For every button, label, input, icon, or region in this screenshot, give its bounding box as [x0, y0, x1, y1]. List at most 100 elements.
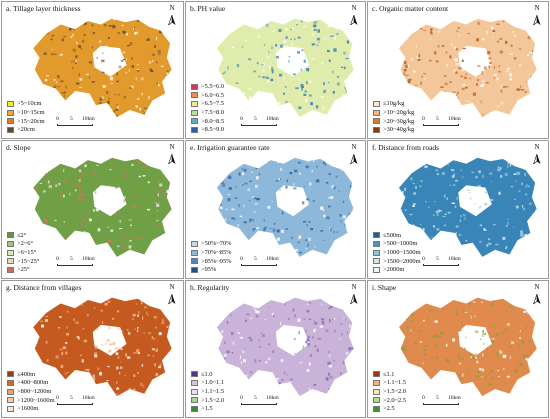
scale-bar: 0 5 10km: [240, 116, 280, 128]
region-map: [33, 18, 172, 118]
legend-item: ≤1.1: [373, 370, 406, 379]
legend-label: >70%~85%: [201, 249, 232, 257]
north-label: N: [351, 143, 357, 151]
legend-item: ≤10g/kg: [373, 100, 414, 109]
scale-line: [57, 124, 93, 126]
legend-label: ≤1.0: [201, 370, 213, 378]
legend-label: >1.0~1.1: [201, 379, 225, 387]
legend-item: >10~15cm: [7, 108, 45, 117]
north-label: N: [169, 283, 175, 291]
legend-item: >5~10cm: [7, 100, 45, 109]
north-arrow: N: [349, 5, 359, 30]
scale-line: [241, 124, 277, 126]
panel-title: h. Regularity: [190, 283, 230, 292]
legend-swatch: [191, 126, 198, 133]
map-legend: ≤500m >500~1000m >1000~1500m >1500~2000m >20…: [373, 231, 421, 274]
north-arrow: N: [167, 284, 177, 309]
legend-item: >5.5~6.0: [191, 82, 224, 91]
legend-item: >1.1~1.5: [191, 387, 224, 396]
legend-label: >2~6°: [17, 240, 34, 248]
legend-label: >800~1200m: [17, 388, 52, 396]
legend-swatch: [7, 397, 14, 404]
legend-label: >20~30g/kg: [383, 117, 415, 125]
legend-swatch: [373, 118, 380, 125]
scale-tick-label: 10km: [82, 256, 95, 262]
legend-swatch: [7, 266, 14, 273]
map-panel: b. PH value N >5.5~6.0 >6.0~6.5 >6.5~7.5 >7.5…: [185, 1, 366, 139]
legend-swatch: [373, 405, 380, 412]
region-map: [216, 157, 354, 257]
map-panel: i. Shape N ≤1.1 >1.1~1.5 >1.5~2.0 >2.0~2.5 >2.…: [367, 280, 549, 418]
legend-label: >1000~1500m: [383, 249, 421, 257]
map-legend: >50%~70% >70%~85% >85%~95% >95%: [191, 240, 232, 274]
legend-item: >1.5~2.0: [191, 396, 224, 405]
legend-item: >95%: [191, 265, 232, 274]
scale-tick-label: 0: [56, 256, 59, 262]
legend-swatch: [373, 240, 380, 247]
map-panel: h. Regularity N ≤1.0 >1.0~1.1 >1.1~1.5 >1.5~2…: [185, 280, 366, 418]
scale-bar: 0 5 10km: [422, 116, 462, 128]
legend-item: >15~20cm: [7, 117, 45, 126]
legend-label: >7.5~8.0: [201, 109, 225, 117]
legend-label: >15~20cm: [17, 117, 45, 125]
legend-item: >1000~1500m: [373, 248, 421, 257]
legend-swatch: [373, 249, 380, 256]
legend-item: >1.5: [191, 404, 224, 413]
legend-label: ≤500m: [383, 231, 402, 239]
scale-bar: 0 5 10km: [56, 395, 96, 407]
map-legend: ≤1.0 >1.0~1.1 >1.1~1.5 >1.5~2.0 >1.5: [191, 370, 224, 413]
legend-label: >1.1~1.5: [383, 379, 407, 387]
scale-line: [57, 403, 93, 405]
legend-label: >1.5~2.0: [383, 388, 407, 396]
legend-label: >50%~70%: [201, 240, 232, 248]
map-legend: ≤1.1 >1.1~1.5 >1.5~2.0 >2.0~2.5 >2.5: [373, 370, 406, 413]
legend-item: >1200~1600m: [7, 396, 55, 405]
north-arrow-icon: [167, 293, 176, 305]
legend-label: >10~15cm: [17, 109, 45, 117]
scale-tick-label: 10km: [82, 395, 95, 401]
legend-swatch: [373, 379, 380, 386]
north-label: N: [534, 283, 540, 291]
scale-tick-label: 5: [70, 116, 73, 122]
legend-label: >2.5: [383, 405, 395, 413]
legend-item: >7.5~8.0: [191, 108, 224, 117]
legend-swatch: [191, 249, 198, 256]
legend-item: >2~6°: [7, 240, 39, 249]
map-panel: c. Organic matter content N ≤10g/kg >10~20g…: [367, 1, 549, 139]
scale-tick-label: 5: [436, 395, 439, 401]
legend-item: >15~25°: [7, 257, 39, 266]
north-arrow-icon: [349, 293, 358, 305]
region-map: [33, 157, 172, 257]
north-label: N: [351, 4, 357, 12]
legend-swatch: [191, 109, 198, 116]
map-legend: ≤2° >2~6° >6~15° >15~25° >25°: [7, 231, 39, 274]
scale-tick-label: 10km: [448, 256, 461, 262]
region-fill: [33, 18, 172, 118]
legend-item: ≤400m: [7, 370, 55, 379]
legend-swatch: [7, 118, 14, 125]
scale-tick-label: 10km: [448, 116, 461, 122]
map-legend: ≤400m >400~800m >800~1200m >1200~1600m >1600…: [7, 370, 55, 413]
region-fill: [33, 297, 172, 397]
legend-swatch: [7, 258, 14, 265]
scale-tick-label: 0: [422, 395, 425, 401]
legend-swatch: [191, 379, 198, 386]
legend-item: >20~30g/kg: [373, 117, 414, 126]
panel-title: g. Distance from villages: [6, 283, 82, 292]
north-arrow: N: [349, 284, 359, 309]
scale-tick-label: 10km: [82, 116, 95, 122]
scale-tick-label: 10km: [266, 116, 279, 122]
legend-label: >2000m: [383, 266, 405, 274]
north-arrow: N: [532, 284, 542, 309]
legend-item: >50%~70%: [191, 240, 232, 249]
north-arrow-icon: [532, 14, 541, 26]
north-arrow: N: [349, 144, 359, 169]
legend-swatch: [7, 388, 14, 395]
legend-item: >6.0~6.5: [191, 91, 224, 100]
legend-swatch: [191, 388, 198, 395]
legend-swatch: [373, 258, 380, 265]
scale-tick-label: 10km: [266, 395, 279, 401]
north-arrow-icon: [349, 153, 358, 165]
scale-line: [241, 264, 277, 266]
